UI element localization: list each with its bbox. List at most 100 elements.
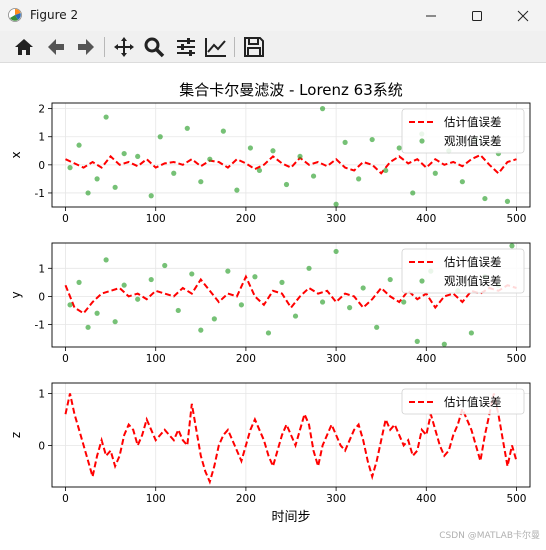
observed-point xyxy=(85,190,91,196)
y-tick-label: -1 xyxy=(35,320,45,332)
observed-point xyxy=(387,276,393,283)
x-tick-label: 100 xyxy=(146,353,166,365)
observed-point xyxy=(67,302,73,308)
observed-point xyxy=(432,170,438,176)
observed-point xyxy=(333,201,339,207)
figure-canvas[interactable]: 集合卡尔曼滤波 - Lorenz 63系统 0 100 200 300 400 500 -1 0… xyxy=(0,63,546,546)
close-button[interactable] xyxy=(500,0,546,31)
observed-point xyxy=(383,167,389,174)
observed-point xyxy=(247,145,254,151)
observed-point xyxy=(94,310,100,316)
y-axis-label: z xyxy=(9,432,23,438)
observed-point xyxy=(509,243,515,249)
observed-point xyxy=(441,341,447,347)
zoom-button[interactable] xyxy=(142,35,166,59)
observed-point xyxy=(148,193,154,199)
observed-point xyxy=(220,128,226,134)
edit-axis-icon xyxy=(205,38,226,57)
observed-point xyxy=(198,327,204,333)
observed-point xyxy=(189,271,195,277)
observed-point xyxy=(184,125,190,131)
observed-point xyxy=(396,145,402,151)
subplots-config-button[interactable] xyxy=(174,35,198,59)
edit-axis-button[interactable] xyxy=(204,35,228,59)
navigation-toolbar xyxy=(0,31,546,63)
observed-point xyxy=(333,248,339,255)
zoom-icon xyxy=(144,37,165,58)
observed-point xyxy=(414,338,420,344)
observed-point xyxy=(319,299,326,305)
chart-title: 集合卡尔曼滤波 - Lorenz 63系统 xyxy=(179,81,403,99)
y-tick-label: 0 xyxy=(38,160,45,172)
x-tick-label: 100 xyxy=(146,213,166,225)
observed-point xyxy=(356,176,362,182)
observed-point xyxy=(252,274,258,280)
axes-frame xyxy=(51,242,531,348)
save-button[interactable] xyxy=(242,35,266,59)
axes-frame xyxy=(51,102,531,208)
back-arrow-icon xyxy=(48,39,64,55)
maximize-icon xyxy=(472,10,482,21)
subplots-config-icon xyxy=(177,38,195,56)
observed-point xyxy=(374,324,380,330)
x-tick-label: 200 xyxy=(236,353,256,365)
observed-point xyxy=(135,296,141,302)
window-titlebar: Figure 2 xyxy=(0,0,546,31)
x-tick-label: 0 xyxy=(62,493,69,505)
legend-label: 估计值误差 xyxy=(444,115,502,129)
observed-point xyxy=(468,330,474,336)
observed-point xyxy=(162,262,168,269)
x-tick-label: 500 xyxy=(506,493,526,505)
x-tick-label: 500 xyxy=(506,353,526,365)
observed-point xyxy=(319,106,326,112)
plot-area xyxy=(64,243,517,347)
y-tick-label: 2 xyxy=(38,104,45,116)
x-tick-label: 500 xyxy=(506,213,526,225)
observed-point xyxy=(482,195,488,202)
observed-point xyxy=(342,139,348,145)
observed-point xyxy=(369,136,375,143)
observed-point xyxy=(76,279,82,285)
forward-arrow-icon xyxy=(78,39,94,55)
plot-area xyxy=(64,393,518,485)
legend-marker-observed xyxy=(419,278,425,284)
observed-point xyxy=(112,184,118,190)
observed-point xyxy=(148,276,154,283)
observed-point xyxy=(234,187,240,193)
y-axis-label: y xyxy=(9,291,23,298)
observed-point xyxy=(347,305,353,311)
observed-point xyxy=(279,279,285,285)
pan-button[interactable] xyxy=(112,35,136,59)
observed-point xyxy=(401,299,407,305)
home-button[interactable] xyxy=(12,35,36,59)
minimize-button[interactable] xyxy=(408,0,454,31)
observed-point xyxy=(410,190,416,196)
window-title: Figure 2 xyxy=(30,8,79,22)
minimize-icon xyxy=(426,15,436,16)
x-tick-label: 300 xyxy=(326,213,346,225)
back-button[interactable] xyxy=(44,35,68,59)
toolbar-separator xyxy=(104,37,105,57)
forward-button[interactable] xyxy=(74,35,98,59)
x-axis-label: 时间步 xyxy=(271,510,310,525)
observed-point xyxy=(360,285,366,291)
estimate-line xyxy=(64,274,517,315)
y-tick-label: 0 xyxy=(38,291,45,303)
observed-point xyxy=(459,179,465,185)
observed-point xyxy=(67,165,73,171)
matplotlib-app-icon xyxy=(8,8,22,22)
maximize-button[interactable] xyxy=(454,0,500,31)
save-icon xyxy=(244,37,264,57)
estimate-line xyxy=(64,393,518,485)
x-tick-label: 400 xyxy=(416,493,436,505)
x-tick-label: 100 xyxy=(146,493,166,505)
observed-point xyxy=(85,324,91,330)
observed-point xyxy=(121,150,127,157)
y-tick-label: -1 xyxy=(35,188,45,200)
legend-box xyxy=(401,388,525,415)
observed-point xyxy=(310,173,317,179)
observed-point xyxy=(283,181,290,188)
observed-point xyxy=(211,316,217,322)
